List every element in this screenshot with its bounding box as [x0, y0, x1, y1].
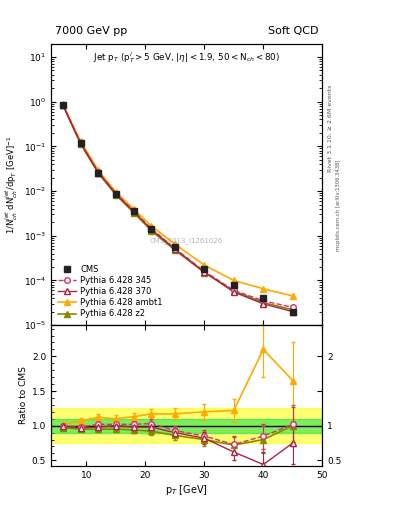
Text: Soft QCD: Soft QCD: [268, 26, 318, 36]
Text: Jet p$_T$ (p$_T^l$$>$5 GeV, |$\eta$|$<$1.9, 50$<$N$_{ch}$$<$80): Jet p$_T$ (p$_T^l$$>$5 GeV, |$\eta$|$<$1…: [93, 51, 280, 66]
Text: mcplots.cern.ch [arXiv:1306.3438]: mcplots.cern.ch [arXiv:1306.3438]: [336, 159, 341, 250]
Y-axis label: 1/N$_{ch}^{jet}$ dN$_{ch}^{jet}$/dp$_T$ [GeV]$^{-1}$: 1/N$_{ch}^{jet}$ dN$_{ch}^{jet}$/dp$_T$ …: [4, 135, 20, 233]
Bar: [51, 409, 322, 443]
Y-axis label: Ratio to CMS: Ratio to CMS: [19, 367, 28, 424]
Text: Rivet 3.1.10, ≥ 2.6M events: Rivet 3.1.10, ≥ 2.6M events: [328, 84, 333, 172]
Bar: [51, 419, 322, 433]
X-axis label: p$_T$ [GeV]: p$_T$ [GeV]: [165, 482, 208, 497]
Text: CMS_2013_I1261026: CMS_2013_I1261026: [150, 237, 223, 244]
Legend: CMS, Pythia 6.428 345, Pythia 6.428 370, Pythia 6.428 ambt1, Pythia 6.428 z2: CMS, Pythia 6.428 345, Pythia 6.428 370,…: [55, 263, 165, 321]
Text: 7000 GeV pp: 7000 GeV pp: [55, 26, 127, 36]
